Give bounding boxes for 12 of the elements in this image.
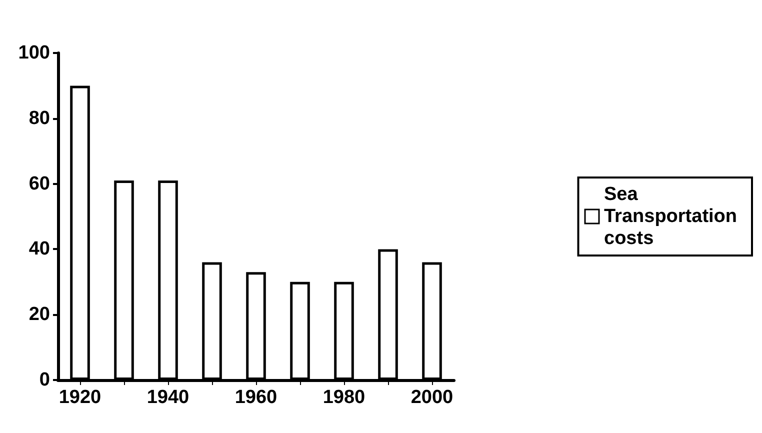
x-tick-label: 1960 bbox=[234, 387, 278, 408]
x-tick-label: 1980 bbox=[322, 387, 366, 408]
y-tick-label: 20 bbox=[28, 304, 50, 326]
y-tick-label: 60 bbox=[28, 173, 50, 194]
legend-label: Sea Transportation costs bbox=[604, 184, 742, 249]
y-tick-label: 100 bbox=[18, 42, 50, 64]
y-tick-label: 40 bbox=[28, 238, 50, 260]
x-tick-label: 1920 bbox=[58, 387, 102, 408]
y-tick-label: 80 bbox=[28, 108, 50, 129]
y-tick-label: 0 bbox=[39, 370, 50, 390]
x-tick-label: 1940 bbox=[146, 387, 190, 408]
x-tick-label: 2000 bbox=[410, 387, 454, 408]
